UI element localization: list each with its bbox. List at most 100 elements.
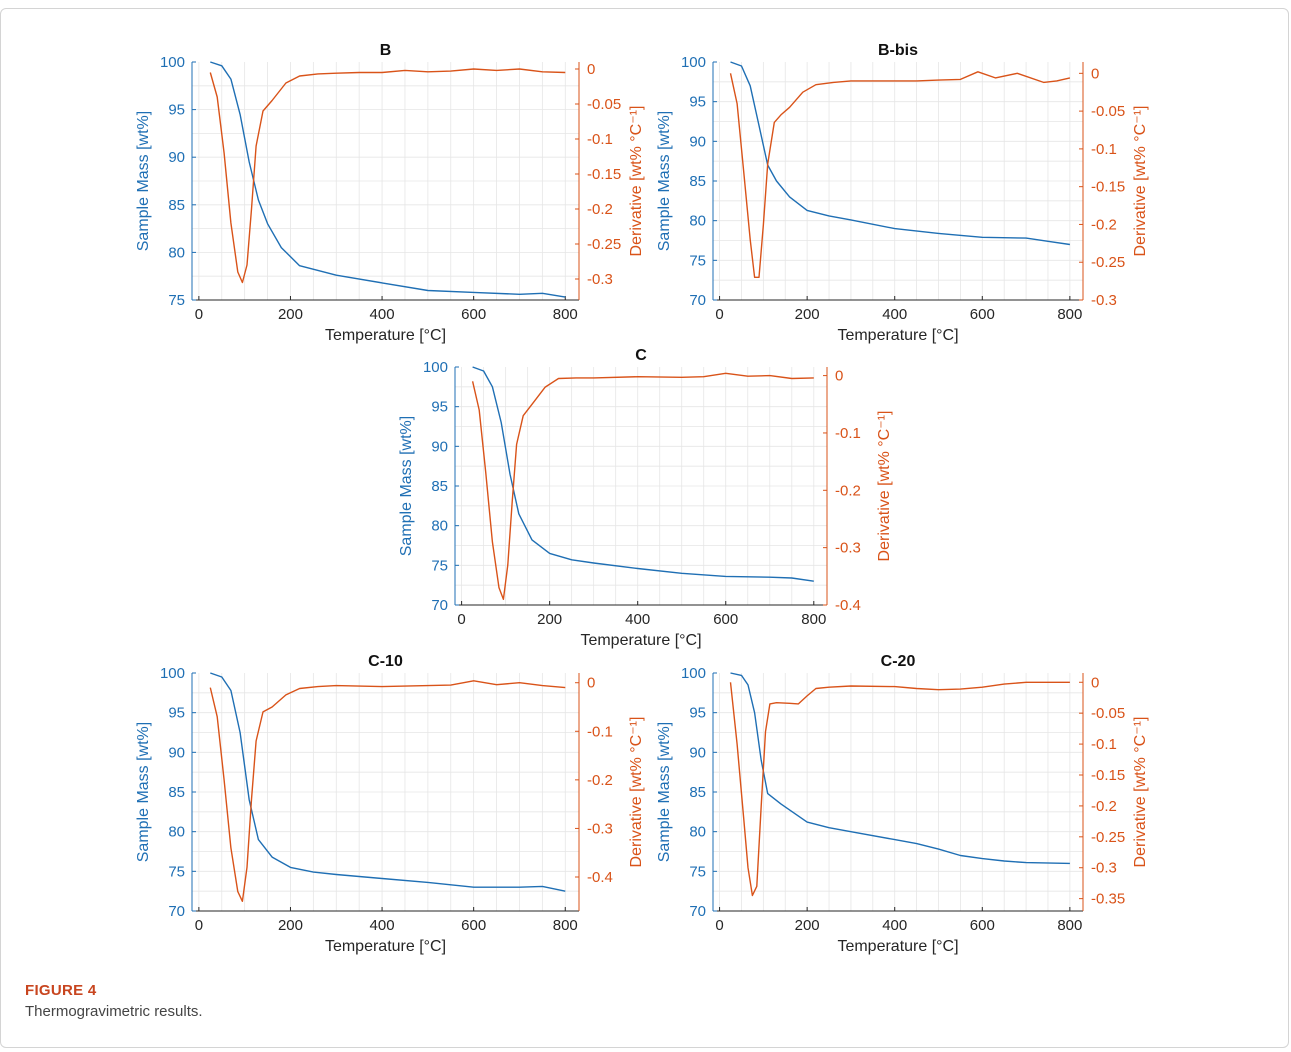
x-tick-label: 400	[370, 306, 395, 323]
right-y-tick-label: -0.15	[587, 166, 621, 183]
right-y-tick-label: 0	[587, 675, 595, 692]
right-y-tick-label: -0.1	[1091, 141, 1117, 158]
series-line-derivative	[729, 71, 1071, 278]
right-y-tick-label: -0.4	[587, 869, 613, 886]
chart-panel: 0 200 400 600 800 70 75 80 85 90 95 100 -0.3 -0.25 -0.…	[656, 42, 1149, 344]
left-y-axis-label: Sample Mass [wt%]	[656, 722, 673, 862]
right-y-tick-label: -0.05	[1091, 103, 1125, 120]
series-line-sample-mass	[730, 672, 1070, 865]
left-y-tick-label: 70	[431, 597, 448, 614]
chart-title: B	[380, 42, 392, 59]
x-tick-label: 400	[370, 917, 395, 934]
left-y-tick-label: 80	[689, 213, 706, 230]
left-y-tick-label: 85	[689, 784, 706, 801]
x-tick-label: 200	[278, 917, 303, 934]
left-y-tick-label: 75	[689, 863, 706, 880]
right-y-tick-label: -0.1	[1091, 736, 1117, 753]
right-y-tick-label: 0	[1091, 65, 1099, 82]
series-line-derivative	[209, 680, 566, 902]
x-tick-label: 600	[970, 306, 995, 323]
left-y-tick-label: 100	[160, 665, 185, 682]
right-y-tick-label: -0.15	[1091, 179, 1125, 196]
x-tick-label: 800	[553, 917, 578, 934]
right-y-tick-label: -0.4	[835, 597, 861, 614]
series-line-sample-mass	[730, 61, 1071, 246]
right-y-axis-label: Derivative [wt% °C⁻¹]	[1132, 717, 1149, 868]
x-tick-label: 800	[801, 611, 826, 628]
x-tick-label: 0	[457, 611, 465, 628]
x-tick-label: 800	[1057, 306, 1082, 323]
left-y-tick-label: 80	[168, 244, 185, 261]
left-y-tick-label: 80	[168, 824, 185, 841]
x-tick-label: 0	[715, 306, 723, 323]
x-tick-label: 200	[795, 306, 820, 323]
series-line-derivative	[729, 681, 1070, 897]
right-y-tick-label: -0.1	[587, 131, 613, 148]
left-y-tick-label: 90	[168, 149, 185, 166]
left-y-axis-label: Sample Mass [wt%]	[135, 722, 152, 862]
left-y-tick-label: 70	[168, 903, 185, 920]
x-tick-label: 0	[195, 306, 203, 323]
right-y-tick-label: 0	[835, 368, 843, 385]
right-y-tick-label: 0	[587, 61, 595, 78]
right-y-tick-label: -0.3	[835, 540, 861, 557]
right-y-tick-label: -0.35	[1091, 891, 1125, 908]
left-y-axis-label: Sample Mass [wt%]	[398, 416, 415, 556]
chart-title: B-bis	[878, 42, 918, 59]
left-y-tick-label: 75	[168, 863, 185, 880]
x-axis-label: Temperature [°C]	[837, 938, 958, 955]
x-tick-label: 600	[970, 917, 995, 934]
left-y-tick-label: 100	[681, 665, 706, 682]
left-y-tick-label: 95	[689, 94, 706, 111]
left-y-tick-label: 100	[423, 359, 448, 376]
x-tick-label: 600	[461, 917, 486, 934]
caption-text: Thermogravimetric results.	[25, 1003, 203, 1020]
x-tick-label: 400	[882, 306, 907, 323]
caption-label: FIGURE 4	[25, 982, 97, 999]
x-tick-label: 200	[537, 611, 562, 628]
series-line-sample-mass	[210, 61, 566, 298]
left-y-tick-label: 85	[168, 197, 185, 214]
right-y-tick-label: -0.05	[587, 96, 621, 113]
right-y-tick-label: -0.3	[587, 820, 613, 837]
right-y-tick-label: -0.3	[1091, 860, 1117, 877]
right-y-tick-label: -0.2	[835, 482, 861, 499]
left-y-tick-label: 80	[431, 518, 448, 535]
left-y-tick-label: 90	[168, 744, 185, 761]
right-y-tick-label: -0.2	[587, 772, 613, 789]
x-tick-label: 600	[461, 306, 486, 323]
right-y-tick-label: -0.05	[1091, 705, 1125, 722]
left-y-tick-label: 75	[689, 252, 706, 269]
chart-title: C	[635, 347, 647, 364]
left-y-tick-label: 75	[431, 557, 448, 574]
left-y-tick-label: 85	[168, 784, 185, 801]
right-y-axis-label: Derivative [wt% °C⁻¹]	[1132, 106, 1149, 257]
chart-title: C-10	[368, 653, 403, 670]
right-y-axis-label: Derivative [wt% °C⁻¹]	[628, 717, 645, 868]
left-y-tick-label: 70	[689, 903, 706, 920]
left-y-tick-label: 85	[431, 478, 448, 495]
right-y-tick-label: -0.3	[587, 271, 613, 288]
x-tick-label: 800	[553, 306, 578, 323]
x-tick-label: 400	[882, 917, 907, 934]
chart-panel: 0 200 400 600 800 70 75 80 85 90 95 100 -0.4 -0.3 -0.2…	[135, 653, 645, 955]
right-y-tick-label: -0.2	[1091, 216, 1117, 233]
left-y-tick-label: 95	[689, 705, 706, 722]
right-y-axis-label: Derivative [wt% °C⁻¹]	[876, 411, 893, 562]
x-tick-label: 600	[713, 611, 738, 628]
x-axis-label: Temperature [°C]	[325, 327, 446, 344]
x-tick-label: 0	[195, 917, 203, 934]
right-y-tick-label: -0.3	[1091, 292, 1117, 309]
right-y-tick-label: -0.1	[835, 425, 861, 442]
series-line-sample-mass	[472, 366, 814, 582]
series-line-derivative	[209, 68, 566, 284]
x-axis-label: Temperature [°C]	[325, 938, 446, 955]
right-y-tick-label: -0.15	[1091, 767, 1125, 784]
right-y-tick-label: -0.1	[587, 723, 613, 740]
chart-title: C-20	[881, 653, 916, 670]
right-y-axis-label: Derivative [wt% °C⁻¹]	[628, 106, 645, 257]
series-line-derivative	[471, 372, 814, 600]
x-tick-label: 0	[715, 917, 723, 934]
left-y-tick-label: 100	[681, 54, 706, 71]
